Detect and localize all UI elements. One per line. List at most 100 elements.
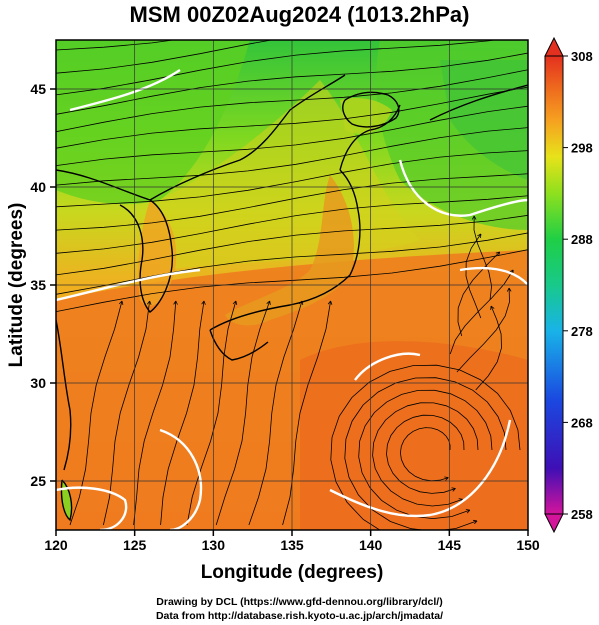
colorbar-tick-label: 268 xyxy=(571,415,593,430)
colorbar-tick-labels: 308 298 288 278 268 258 xyxy=(571,49,593,522)
x-tick-label: 150 xyxy=(516,537,540,553)
streamline-arrow xyxy=(232,300,238,305)
streamline xyxy=(56,195,528,254)
streamline xyxy=(56,40,177,51)
streamline-arrow xyxy=(465,509,471,514)
x-tick-label: 135 xyxy=(280,537,304,553)
streamline-arrow xyxy=(532,50,536,54)
map-title: MSM 00Z02Aug2024 (1013.2hPa) xyxy=(129,2,470,27)
streamline xyxy=(465,233,482,319)
colorbar-tick-label: 288 xyxy=(571,232,593,247)
streamline xyxy=(344,377,507,530)
white-contours xyxy=(56,69,528,530)
x-tick-label: 120 xyxy=(44,537,68,553)
colorbar: 308 298 288 278 268 258 xyxy=(544,36,593,534)
streamline xyxy=(330,364,521,530)
streamline-arrow xyxy=(490,305,495,311)
x-tick-label: 125 xyxy=(123,537,147,553)
streamline xyxy=(133,300,177,526)
streamline-arrow xyxy=(532,148,536,152)
x-tick-label: 130 xyxy=(202,537,226,553)
streamline-arrow xyxy=(472,519,478,525)
streamline xyxy=(386,414,465,494)
streamline xyxy=(449,269,514,355)
streamline xyxy=(56,232,528,295)
streamline-arrow xyxy=(477,233,482,239)
y-tick-label: 25 xyxy=(30,473,46,489)
streamline-arrow xyxy=(532,125,536,129)
streamline xyxy=(399,427,451,482)
streamline xyxy=(282,300,331,526)
streamline-arrow xyxy=(532,33,536,37)
y-tick-label: 35 xyxy=(30,277,46,293)
colorbar-bottom-arrow xyxy=(544,513,564,534)
streamline xyxy=(186,300,237,526)
streamline xyxy=(56,40,274,74)
coastlines xyxy=(56,74,528,522)
colorbar-tick-label: 308 xyxy=(571,49,593,64)
streamline-arrow xyxy=(532,230,536,234)
streamline xyxy=(56,127,528,186)
streamline xyxy=(56,52,528,115)
streamline xyxy=(248,300,303,526)
credit-drawing: Drawing by DCL (https://www.gfd-dennou.o… xyxy=(156,596,443,608)
streamline-arrow xyxy=(532,67,536,71)
x-tick-label: 140 xyxy=(359,537,383,553)
streamline-arrow xyxy=(532,247,536,251)
streamline xyxy=(358,389,493,520)
streamline xyxy=(56,173,528,231)
streamline-arrow xyxy=(444,476,449,481)
streamline-arrow xyxy=(327,300,333,305)
axis-ticks xyxy=(50,88,529,536)
streamline-arrow xyxy=(532,172,536,176)
streamline xyxy=(215,300,271,526)
streamline-arrow xyxy=(532,193,536,197)
colorbar-tick-label: 278 xyxy=(571,324,593,339)
streamline-arrow xyxy=(451,487,456,492)
streamline xyxy=(473,215,493,301)
streamline-arrow xyxy=(118,300,124,305)
streamline xyxy=(56,105,528,166)
streamline-arrow xyxy=(532,84,536,88)
streamlines xyxy=(56,13,536,535)
streamline xyxy=(456,287,510,373)
colorbar-ticks xyxy=(563,55,568,515)
streamline xyxy=(56,40,498,96)
streamline-arrow xyxy=(480,531,484,535)
streamline xyxy=(56,86,528,149)
streamline xyxy=(103,300,150,526)
streamline xyxy=(457,251,500,337)
x-axis-label: Longitude (degrees) xyxy=(201,562,384,583)
streamline-arrow xyxy=(298,300,304,305)
streamline xyxy=(56,249,528,312)
streamline xyxy=(56,69,528,133)
y-tick-label: 30 xyxy=(30,375,46,391)
streamline xyxy=(372,402,479,507)
streamline-arrow xyxy=(506,287,512,292)
streamline-arrow xyxy=(495,251,501,256)
streamline-arrow xyxy=(266,300,271,306)
axis-tick-labels: 120 125 130 135 140 145 150 25 30 35 40 45 xyxy=(30,81,539,553)
grid-lines xyxy=(56,40,528,530)
streamline-arrow xyxy=(173,300,178,305)
streamline-arrow xyxy=(146,300,152,305)
streamline xyxy=(56,150,528,208)
streamline xyxy=(160,300,205,526)
colorbar-scale xyxy=(544,55,564,515)
streamline-arrow xyxy=(532,13,536,17)
colorbar-tick-label: 258 xyxy=(571,507,593,522)
streamline-arrow xyxy=(471,215,477,220)
credit-data: Data from http://database.rish.kyoto-u.a… xyxy=(155,610,444,622)
y-axis-label: Latitude (degrees) xyxy=(6,203,27,368)
x-tick-label: 145 xyxy=(438,537,462,553)
y-tick-label: 45 xyxy=(30,81,46,97)
streamline-arrow xyxy=(532,213,536,217)
y-tick-label: 40 xyxy=(30,179,46,195)
streamline xyxy=(475,305,502,391)
colorbar-top-arrow xyxy=(544,36,564,57)
streamline-arrow xyxy=(201,300,206,305)
streamline-arrow xyxy=(532,104,536,108)
colorbar-tick-label: 298 xyxy=(571,141,593,156)
streamline xyxy=(56,214,528,276)
